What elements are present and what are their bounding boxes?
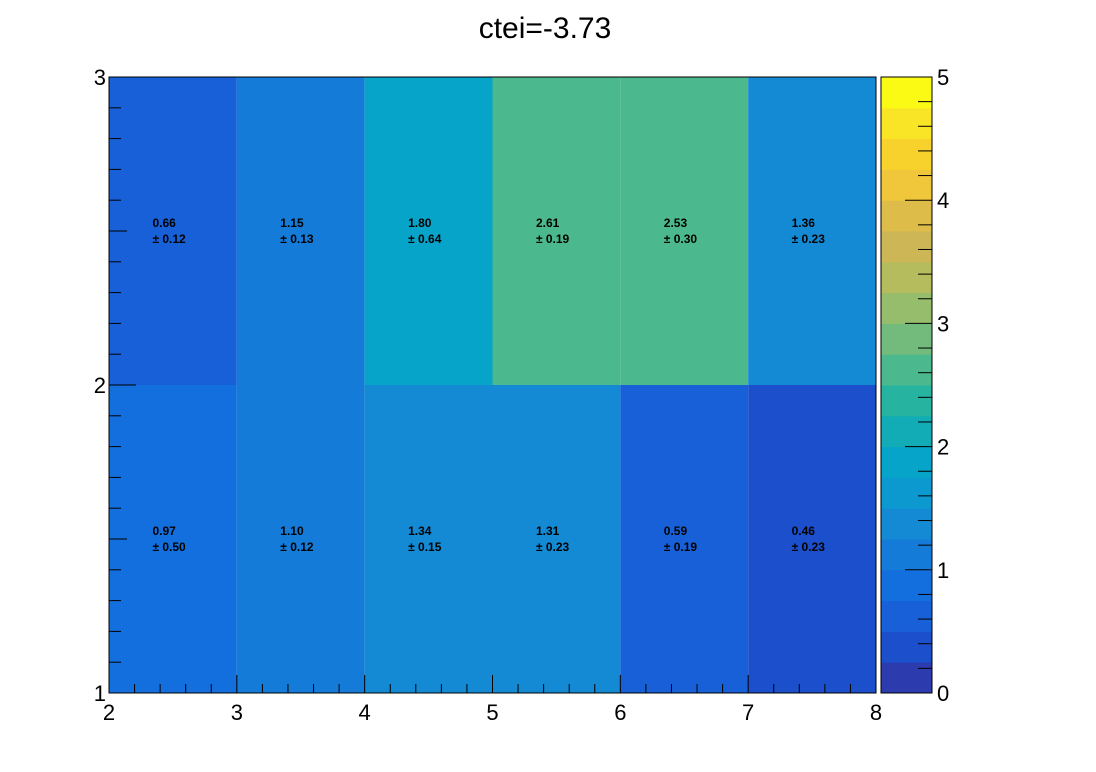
x-tick-label: 2: [103, 700, 115, 725]
colorbar-tick-label: 0: [937, 681, 949, 706]
colorbar-swatch: [881, 261, 932, 294]
heatmap-cell: [364, 77, 493, 385]
colorbar-swatch: [881, 107, 932, 140]
colorbar-swatch: [881, 169, 932, 201]
cell-value-label: 2.53: [664, 216, 688, 230]
y-tick-label: 2: [94, 373, 106, 398]
colorbar-swatch: [881, 292, 932, 324]
heatmap-cell: [492, 385, 621, 693]
heatmap-cell: [748, 77, 876, 385]
cell-value-label: 1.15: [280, 216, 304, 230]
colorbar-swatch: [881, 446, 932, 478]
x-tick-label: 7: [742, 700, 754, 725]
x-tick-label: 3: [231, 700, 243, 725]
heatmap-cell: [109, 77, 237, 385]
colorbar-swatch: [881, 354, 932, 386]
y-tick-label: 1: [94, 681, 106, 706]
cell-error-label: ± 0.30: [664, 232, 698, 246]
cell-value-label: 1.31: [536, 524, 560, 538]
colorbar-swatch: [881, 231, 932, 263]
chart-title: ctei=-3.73: [479, 12, 612, 45]
cell-error-label: ± 0.19: [664, 540, 698, 554]
colorbar-swatch: [881, 385, 932, 417]
colorbar-tick-label: 4: [937, 188, 949, 213]
colorbar-swatch: [881, 631, 932, 663]
cell-error-label: ± 0.50: [152, 540, 186, 554]
cell-error-label: ± 0.64: [408, 232, 442, 246]
colorbar-swatch: [881, 539, 932, 571]
colorbar-swatch: [881, 77, 932, 109]
colorbar: 0 1 2 3 4 5: [880, 65, 949, 706]
colorbar-swatch: [881, 508, 932, 540]
cell-value-label: 1.80: [408, 216, 432, 230]
heatmap-cell: [364, 385, 493, 693]
colorbar-swatch: [881, 200, 932, 232]
colorbar-swatch: [881, 569, 932, 602]
x-tick-label: 6: [614, 700, 626, 725]
colorbar-swatch: [881, 600, 932, 632]
colorbar-tick-label: 2: [937, 435, 949, 460]
cell-error-label: ± 0.12: [152, 232, 186, 246]
cell-error-label: ± 0.23: [792, 232, 826, 246]
x-tick-label: 4: [359, 700, 371, 725]
cell-value-label: 0.46: [792, 524, 816, 538]
cell-value-label: 0.66: [152, 216, 176, 230]
cell-value-label: 1.10: [280, 524, 304, 538]
y-tick-label: 3: [94, 65, 106, 90]
heatmap-cell: [492, 77, 621, 385]
cell-error-label: ± 0.23: [792, 540, 826, 554]
heatmap-cell: [748, 385, 876, 693]
heatmap-cell: [109, 385, 237, 693]
cell-labels: 0.97 ± 0.50 1.10 ± 0.12 1.34 ± 0.15 1.31 ± 0.23…: [152, 216, 825, 554]
x-tick-label: 5: [486, 700, 498, 725]
cell-error-label: ± 0.12: [280, 540, 314, 554]
colorbar-swatch: [881, 477, 932, 509]
colorbar-tick-label: 3: [937, 311, 949, 336]
colorbar-swatch: [881, 138, 932, 170]
heatmap-cell: [620, 385, 749, 693]
colorbar-swatch: [881, 415, 932, 448]
cell-value-label: 1.34: [408, 524, 432, 538]
heatmap-cell: [236, 385, 365, 693]
heatmap-cell: [236, 77, 365, 385]
cell-value-label: 2.61: [536, 216, 560, 230]
cell-error-label: ± 0.13: [280, 232, 314, 246]
cell-error-label: ± 0.19: [536, 232, 570, 246]
colorbar-tick-label: 1: [937, 558, 949, 583]
heatmap-cells: [109, 77, 876, 693]
cell-value-label: 0.97: [152, 524, 176, 538]
colorbar-tick-label: 5: [937, 65, 949, 90]
cell-error-label: ± 0.15: [408, 540, 442, 554]
cell-value-label: 0.59: [664, 524, 688, 538]
x-tick-label: 8: [870, 700, 882, 725]
colorbar-swatch: [881, 662, 932, 694]
cell-error-label: ± 0.23: [536, 540, 570, 554]
cell-value-label: 1.36: [792, 216, 816, 230]
colorbar-swatch: [881, 323, 932, 355]
heatmap-cell: [620, 77, 749, 385]
